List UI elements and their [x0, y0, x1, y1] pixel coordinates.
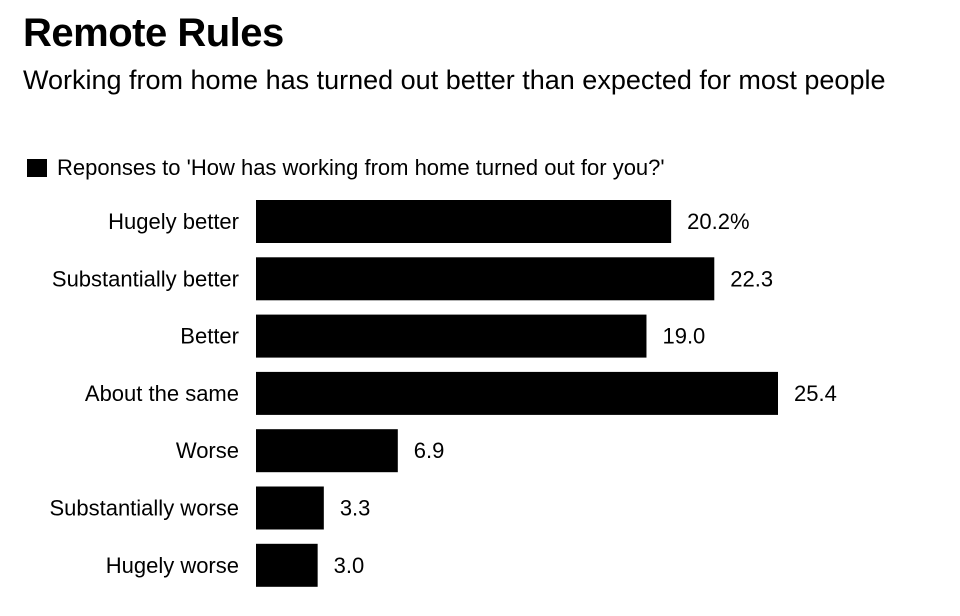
- bar-better: [256, 314, 647, 358]
- chart-title: Remote Rules: [23, 11, 284, 55]
- value-label: 3.0: [334, 553, 365, 578]
- value-label: 3.3: [340, 496, 371, 521]
- value-label: 22.3: [730, 266, 773, 291]
- bar-worse: [256, 429, 398, 473]
- value-label: 19.0: [662, 324, 705, 349]
- legend-swatch: [27, 159, 47, 177]
- value-label: 25.4: [794, 381, 837, 406]
- legend-label: Reponses to 'How has working from home t…: [57, 155, 665, 180]
- bar-hugely-worse: [256, 543, 318, 587]
- category-label: Hugely worse: [106, 553, 239, 578]
- bar-substantially-worse: [256, 486, 324, 530]
- value-label: 6.9: [414, 438, 445, 463]
- chart-subtitle: Working from home has turned out better …: [23, 65, 886, 95]
- category-label: Better: [180, 324, 239, 349]
- bar-hugely-better: [256, 200, 672, 243]
- value-label: 20.2%: [687, 209, 749, 234]
- category-label: Substantially better: [52, 266, 239, 291]
- category-label: Hugely better: [108, 209, 239, 234]
- category-label: Substantially worse: [49, 496, 239, 521]
- category-label: About the same: [85, 381, 239, 406]
- category-label: Worse: [176, 438, 239, 463]
- bar-substantially-better: [256, 257, 715, 301]
- legend: Reponses to 'How has working from home t…: [27, 152, 665, 184]
- bar-about-the-same: [256, 371, 778, 415]
